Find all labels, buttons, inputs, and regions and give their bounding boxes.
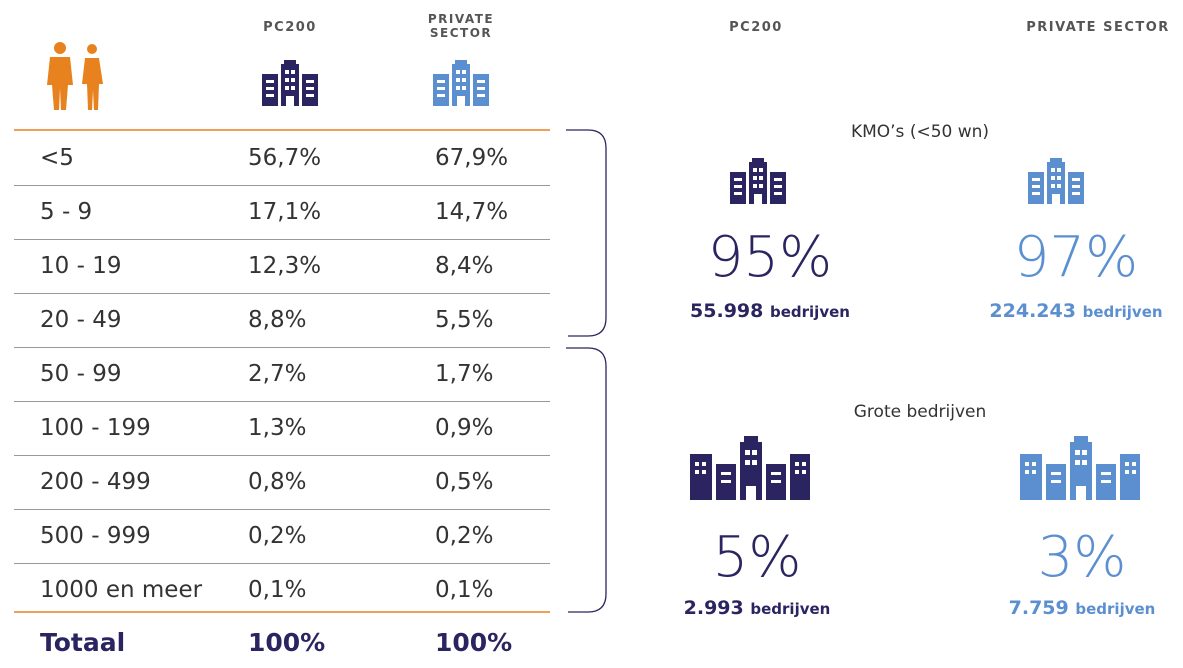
unit: bedrijven [750, 600, 831, 618]
total-cell: 100% [248, 628, 326, 657]
table-cell: 500 - 999 [40, 523, 151, 549]
count: 224.243 [989, 300, 1076, 322]
pc200-icon [262, 60, 318, 106]
row-line [14, 455, 550, 510]
table-cell: 5 - 9 [40, 199, 93, 225]
table-cell: 0,5% [435, 469, 494, 495]
bracket [566, 347, 607, 613]
unit: bedrijven [1082, 303, 1163, 321]
column-header: PC200 [729, 20, 783, 35]
group-label: KMO’s (<50 wn) [850, 122, 990, 142]
company-count: 2.993 bedrijven [684, 597, 831, 619]
column-header: PC200 [263, 20, 317, 35]
private-icon [433, 60, 489, 106]
table-cell: 2,7% [248, 361, 307, 387]
table-cell: 50 - 99 [40, 361, 122, 387]
percent: 95% [707, 225, 833, 290]
table-cell: 5,5% [435, 307, 494, 333]
people-icon [47, 42, 103, 110]
table-cell: 10 - 19 [40, 253, 122, 279]
table-cell: 14,7% [435, 199, 509, 225]
table-cell: 0,1% [248, 577, 307, 603]
private-cluster [1020, 436, 1140, 500]
pc200-cluster [690, 436, 810, 500]
unit: bedrijven [769, 303, 850, 321]
table-cell: 0,9% [435, 415, 494, 441]
company-count: 224.243 bedrijven [989, 300, 1162, 322]
private-icon [1028, 158, 1084, 204]
table-cell: 1,7% [435, 361, 494, 387]
row-line [14, 185, 550, 240]
unit: bedrijven [1075, 600, 1156, 618]
table-cell: 0,1% [435, 577, 494, 603]
column-header: PRIVATE SECTOR [1026, 20, 1170, 35]
row-line [14, 509, 550, 564]
count: 55.998 [690, 300, 764, 322]
column-header: PRIVATE SECTOR [427, 12, 495, 40]
count: 2.993 [683, 597, 744, 619]
total-cell: 100% [435, 628, 513, 657]
company-count: 55.998 bedrijven [690, 300, 850, 322]
percent: 97% [1013, 225, 1139, 290]
table-cell: 20 - 49 [40, 307, 122, 333]
table-cell: 8,8% [248, 307, 307, 333]
percent: 3% [1037, 525, 1127, 590]
table-cell: 0,8% [248, 469, 307, 495]
table-cell: 67,9% [435, 145, 509, 171]
table-cell: 0,2% [435, 523, 494, 549]
table-cell: 8,4% [435, 253, 494, 279]
count: 7.759 [1008, 597, 1069, 619]
table-cell: <5 [40, 145, 74, 171]
table-cell: 200 - 499 [40, 469, 151, 495]
table-cell: 12,3% [248, 253, 322, 279]
table-cell: 1000 en meer [40, 577, 203, 603]
row-line [14, 239, 550, 294]
group-label: Grote bedrijven [853, 402, 987, 422]
row-line [14, 293, 550, 348]
table-cell: 1,3% [248, 415, 307, 441]
table-cell: 100 - 199 [40, 415, 151, 441]
row-line [14, 131, 550, 186]
company-count: 7.759 bedrijven [1009, 597, 1156, 619]
row-line [14, 347, 550, 402]
row-line [14, 401, 550, 456]
table-cell: 56,7% [248, 145, 322, 171]
table-cell: 0,2% [248, 523, 307, 549]
bracket [566, 129, 607, 337]
pc200-icon [730, 158, 786, 204]
percent: 5% [712, 525, 802, 590]
total-cell: Totaal [40, 628, 126, 657]
table-cell: 17,1% [248, 199, 322, 225]
